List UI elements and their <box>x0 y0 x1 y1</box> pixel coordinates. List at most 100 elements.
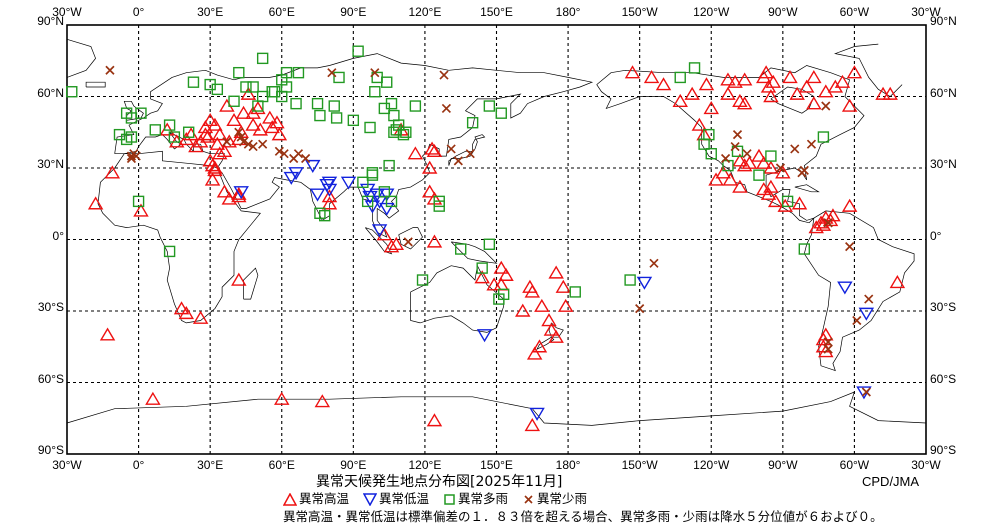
hot-marker <box>493 260 509 274</box>
top-axis-label: 90°W <box>768 5 798 19</box>
hot-marker <box>703 101 719 115</box>
dry-marker <box>439 70 449 80</box>
hot-marker <box>231 186 247 200</box>
wet-marker <box>765 150 777 162</box>
coastlines <box>66 38 927 426</box>
hot-marker <box>192 310 209 324</box>
hot-marker <box>388 236 405 250</box>
dry-marker <box>861 387 871 397</box>
hot-marker <box>207 163 223 177</box>
hot-marker <box>178 306 195 320</box>
hot-marker <box>789 86 805 100</box>
dry-marker <box>649 258 659 268</box>
hot-marker <box>624 65 641 79</box>
right-axis-label: 30°S <box>930 300 957 314</box>
hot-marker <box>221 191 237 205</box>
hot-marker <box>736 158 753 172</box>
dry-marker <box>446 144 456 154</box>
bottom-axis-label: 120°E <box>408 458 442 472</box>
wet-marker <box>817 131 830 143</box>
hot-marker <box>240 86 257 100</box>
dry-marker <box>823 337 833 347</box>
cold-marker <box>288 167 304 181</box>
hot-marker <box>841 198 858 212</box>
wet-marker <box>182 126 195 138</box>
hot-marker <box>720 86 736 100</box>
bottom-axis-label: 30°W <box>52 458 82 472</box>
hot-marker <box>736 96 753 110</box>
hot-marker <box>211 127 228 141</box>
hot-marker <box>262 110 278 124</box>
dry-marker <box>775 163 786 173</box>
cold-marker <box>636 276 653 290</box>
left-axis-label: 90°N <box>37 14 64 28</box>
bottom-axis-label: 90°E <box>340 458 367 472</box>
wet-marker <box>433 200 445 212</box>
dry-marker <box>635 304 645 314</box>
hot-marker <box>264 120 280 134</box>
cold-marker <box>369 188 385 202</box>
cold-marker <box>371 195 388 209</box>
hot-marker <box>808 220 824 234</box>
hot-marker <box>760 186 777 200</box>
dry-marker <box>732 130 743 140</box>
hot-marker <box>722 172 739 186</box>
bottom-axis-label: 60°E <box>268 458 295 472</box>
hot-marker <box>216 143 233 158</box>
wet-marker <box>390 124 402 136</box>
bottom-axis-label: 150°W <box>621 458 658 472</box>
cold-marker <box>371 224 388 238</box>
dry-marker <box>403 237 413 247</box>
hot-marker <box>209 136 226 150</box>
hot-marker <box>202 153 218 167</box>
wet-marker <box>624 274 636 286</box>
dry-marker <box>806 139 817 149</box>
legend-item-wet: 異常多雨 <box>443 492 508 506</box>
wet-marker <box>383 159 395 172</box>
wet-marker <box>364 121 376 134</box>
hot-marker <box>207 117 223 131</box>
top-axis-label: 30°W <box>911 5 941 19</box>
square-icon <box>444 493 455 505</box>
cold-marker <box>476 329 493 343</box>
wet-marker <box>240 81 252 93</box>
cold-marker <box>340 176 357 190</box>
hot-marker <box>231 272 247 286</box>
left-axis-label: 60°S <box>37 371 64 386</box>
wet-marker <box>330 112 343 124</box>
credit-label: CPD/JMA <box>862 474 920 489</box>
wet-marker <box>781 195 794 208</box>
dry-marker <box>453 156 463 166</box>
wet-marker <box>753 169 765 181</box>
hot-marker <box>557 298 574 312</box>
dry-marker <box>126 153 137 164</box>
hot-marker <box>474 270 490 284</box>
dry-marker <box>238 137 249 147</box>
wet-marker <box>366 169 379 181</box>
wet-marker <box>731 145 744 158</box>
wet-marker <box>66 86 78 98</box>
hot-marker <box>407 146 424 160</box>
hot-marker <box>751 148 767 162</box>
left-axis-label: 90°S <box>37 443 64 457</box>
cold-marker <box>529 407 545 421</box>
wet-marker <box>495 107 507 119</box>
wet-marker <box>455 243 467 255</box>
dry-marker <box>234 127 244 137</box>
wet-marker <box>698 138 710 150</box>
wet-marker <box>483 238 496 250</box>
hot-marker <box>145 391 161 405</box>
wet-marker <box>187 76 200 88</box>
wet-marker <box>328 100 340 112</box>
dry-marker <box>301 153 311 164</box>
dry-marker <box>236 132 246 142</box>
wet-marker <box>149 124 161 136</box>
hot-marker <box>655 77 672 91</box>
hot-marker <box>426 234 443 248</box>
dry-marker <box>821 101 831 111</box>
right-axis-label: 0° <box>930 228 942 243</box>
dry-marker <box>852 315 862 326</box>
top-axis-label: 180° <box>555 5 581 19</box>
dry-marker <box>845 242 855 252</box>
hot-marker <box>321 196 338 210</box>
